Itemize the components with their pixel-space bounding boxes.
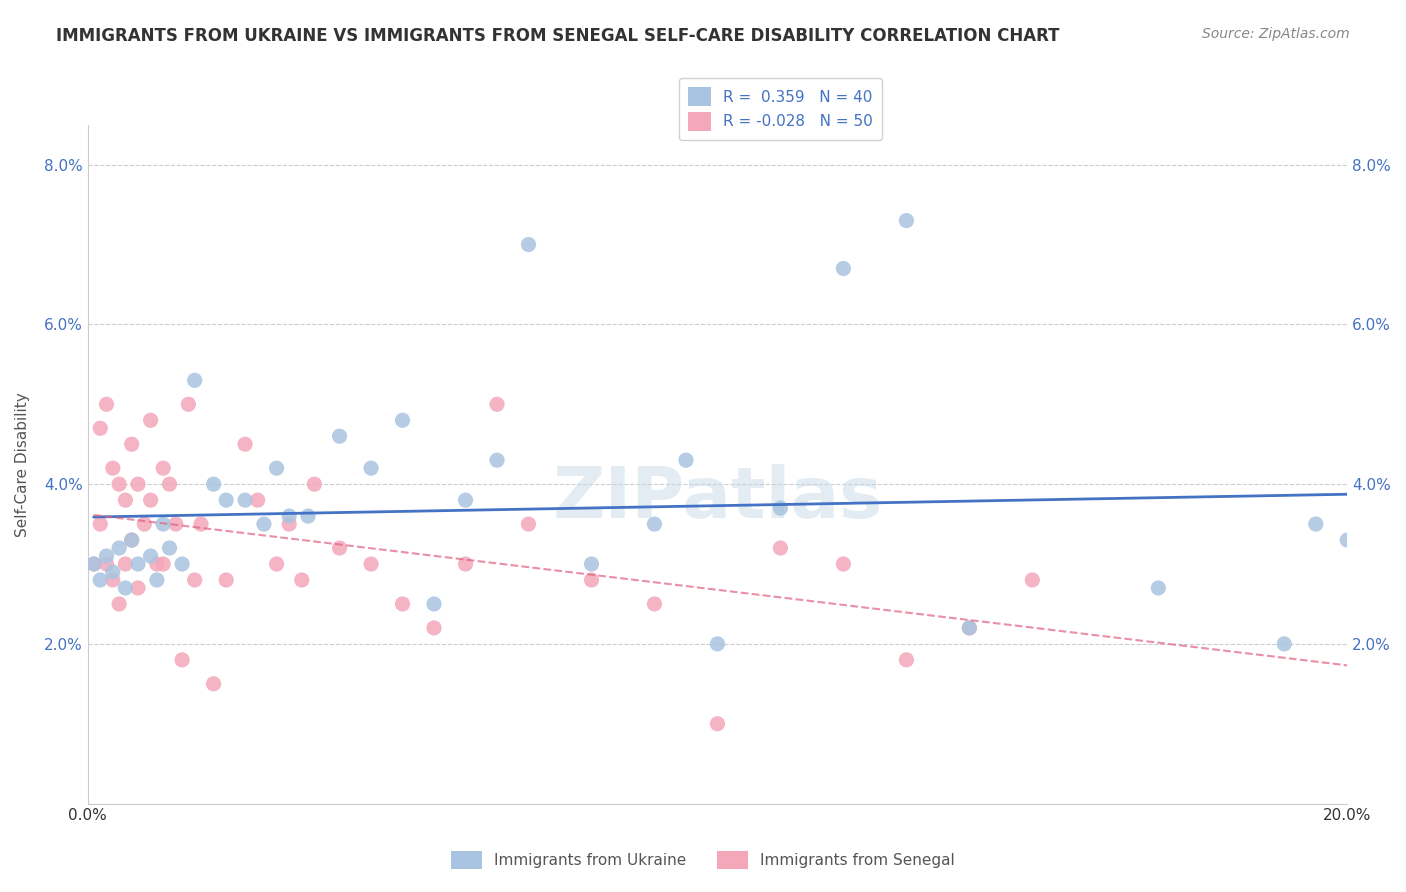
Point (391, 597, 413, 611)
Point (675, 453, 697, 467)
Point (101, 565, 124, 579)
Point (101, 573, 124, 587)
Point (127, 477, 149, 491)
Point (121, 533, 143, 547)
Point (706, 716, 728, 731)
Point (172, 557, 194, 571)
Point (1305, 517, 1327, 532)
Point (643, 517, 665, 532)
Point (454, 557, 477, 571)
Y-axis label: Self-Care Disability: Self-Care Disability (15, 392, 30, 537)
Point (114, 557, 136, 571)
Point (159, 541, 181, 555)
Text: ZIPatlas: ZIPatlas (553, 464, 883, 533)
Point (246, 493, 269, 508)
Point (83, 557, 105, 571)
Point (896, 213, 918, 227)
Point (643, 597, 665, 611)
Point (266, 461, 288, 475)
Point (1336, 533, 1358, 547)
Point (485, 397, 508, 411)
Point (121, 437, 143, 451)
Point (127, 557, 149, 571)
Point (1021, 573, 1043, 587)
Point (832, 261, 855, 276)
Point (89, 517, 111, 532)
Point (139, 493, 162, 508)
Point (329, 429, 352, 443)
Point (96, 397, 118, 411)
Legend: Immigrants from Ukraine, Immigrants from Senegal: Immigrants from Ukraine, Immigrants from… (446, 845, 960, 875)
Point (360, 557, 382, 571)
Point (360, 461, 382, 475)
Point (190, 517, 212, 532)
Point (233, 493, 256, 508)
Point (896, 653, 918, 667)
Point (278, 517, 301, 532)
Point (101, 461, 124, 475)
Point (304, 477, 326, 491)
Legend: R =  0.359   N = 40, R = -0.028   N = 50: R = 0.359 N = 40, R = -0.028 N = 50 (679, 78, 882, 140)
Point (165, 517, 187, 532)
Point (202, 477, 225, 491)
Point (177, 397, 200, 411)
Point (121, 533, 143, 547)
Text: IMMIGRANTS FROM UKRAINE VS IMMIGRANTS FROM SENEGAL SELF-CARE DISABILITY CORRELAT: IMMIGRANTS FROM UKRAINE VS IMMIGRANTS FR… (56, 27, 1060, 45)
Point (139, 413, 162, 427)
Point (769, 501, 792, 516)
Point (581, 573, 603, 587)
Point (108, 597, 131, 611)
Point (291, 573, 314, 587)
Point (172, 653, 194, 667)
Point (423, 621, 446, 635)
Point (1147, 581, 1170, 595)
Point (253, 517, 276, 532)
Point (127, 581, 149, 595)
Text: Source: ZipAtlas.com: Source: ZipAtlas.com (1202, 27, 1350, 41)
Point (329, 541, 352, 555)
Point (139, 549, 162, 563)
Point (1272, 637, 1295, 651)
Point (215, 493, 238, 508)
Point (215, 573, 238, 587)
Point (706, 637, 728, 651)
Point (152, 517, 174, 532)
Point (581, 557, 603, 571)
Point (297, 509, 319, 524)
Point (391, 413, 413, 427)
Point (517, 517, 540, 532)
Point (152, 557, 174, 571)
Point (108, 541, 131, 555)
Point (146, 557, 169, 571)
Point (146, 573, 169, 587)
Point (89, 573, 111, 587)
Point (957, 621, 980, 635)
Point (96, 557, 118, 571)
Point (202, 677, 225, 691)
Point (485, 453, 508, 467)
Point (832, 557, 855, 571)
Point (89, 421, 111, 435)
Point (134, 517, 156, 532)
Point (454, 493, 477, 508)
Point (114, 493, 136, 508)
Point (266, 557, 288, 571)
Point (423, 597, 446, 611)
Point (152, 461, 174, 475)
Point (769, 541, 792, 555)
Point (957, 621, 980, 635)
Point (233, 437, 256, 451)
Point (278, 509, 301, 524)
Point (183, 373, 205, 387)
Point (114, 581, 136, 595)
Point (183, 573, 205, 587)
Point (96, 549, 118, 563)
Point (159, 477, 181, 491)
Point (108, 477, 131, 491)
Point (517, 237, 540, 252)
Point (83, 557, 105, 571)
